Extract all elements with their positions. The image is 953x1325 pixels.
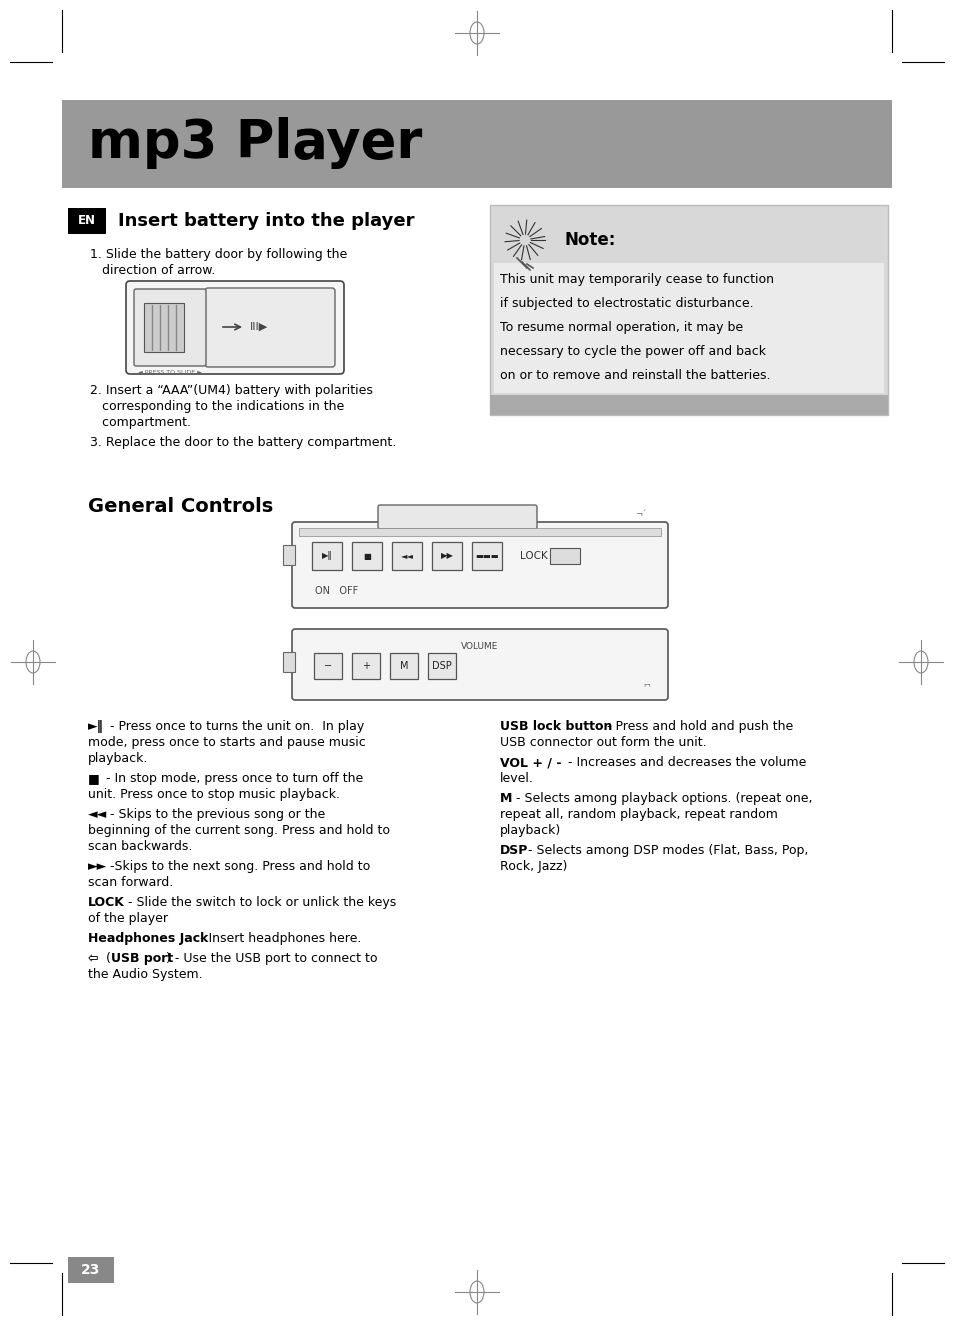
- Text: (: (: [106, 951, 111, 965]
- Text: -Skips to the next song. Press and hold to: -Skips to the next song. Press and hold …: [106, 860, 370, 873]
- Text: - Slide the switch to lock or unlick the keys: - Slide the switch to lock or unlick the…: [124, 896, 395, 909]
- FancyBboxPatch shape: [352, 542, 381, 570]
- Text: beginning of the current song. Press and hold to: beginning of the current song. Press and…: [88, 824, 390, 837]
- Text: - Skips to the previous song or the: - Skips to the previous song or the: [106, 808, 325, 822]
- Text: ■: ■: [363, 551, 371, 560]
- Text: - Press once to turns the unit on.  In play: - Press once to turns the unit on. In pl…: [106, 719, 364, 733]
- Text: This unit may temporarily cease to function: This unit may temporarily cease to funct…: [499, 273, 773, 286]
- FancyBboxPatch shape: [126, 281, 344, 374]
- Text: ►►: ►►: [88, 860, 107, 873]
- Text: mode, press once to starts and pause music: mode, press once to starts and pause mus…: [88, 735, 365, 749]
- Text: ▶‖: ▶‖: [321, 551, 332, 560]
- Text: LOCK: LOCK: [519, 551, 547, 560]
- Text: - Insert headphones here.: - Insert headphones here.: [195, 931, 361, 945]
- FancyBboxPatch shape: [377, 505, 537, 529]
- Text: Rock, Jazz): Rock, Jazz): [499, 860, 567, 873]
- Text: direction of arrow.: direction of arrow.: [90, 264, 215, 277]
- FancyBboxPatch shape: [314, 653, 341, 678]
- Text: necessary to cycle the power off and back: necessary to cycle the power off and bac…: [499, 344, 765, 358]
- Text: ◄ PRESS TO SLIDE ►: ◄ PRESS TO SLIDE ►: [138, 370, 202, 375]
- Text: VOLUME: VOLUME: [461, 643, 498, 651]
- FancyBboxPatch shape: [352, 653, 379, 678]
- Text: 23: 23: [81, 1263, 101, 1277]
- Text: 3. Replace the door to the battery compartment.: 3. Replace the door to the battery compa…: [90, 436, 395, 449]
- Text: ¬´: ¬´: [635, 510, 646, 519]
- Text: compartment.: compartment.: [90, 416, 191, 429]
- Text: III▶: III▶: [250, 322, 268, 333]
- Text: Insert battery into the player: Insert battery into the player: [118, 212, 414, 231]
- Text: LOCK: LOCK: [88, 896, 125, 909]
- Text: ⌜⌝: ⌜⌝: [642, 682, 650, 692]
- Text: VOL + / -: VOL + / -: [499, 757, 565, 768]
- Bar: [494, 262, 883, 394]
- Bar: [283, 545, 294, 564]
- Text: ■: ■: [88, 772, 100, 784]
- Text: USB connector out form the unit.: USB connector out form the unit.: [499, 735, 706, 749]
- Text: Note:: Note:: [564, 231, 616, 249]
- FancyBboxPatch shape: [390, 653, 417, 678]
- Text: repeat all, random playback, repeat random: repeat all, random playback, repeat rand…: [499, 808, 777, 822]
- Text: Headphones Jack: Headphones Jack: [88, 931, 208, 945]
- Text: ▬▬▬: ▬▬▬: [475, 551, 498, 560]
- Text: To resume normal operation, it may be: To resume normal operation, it may be: [499, 321, 742, 334]
- Bar: [490, 205, 887, 415]
- Text: EN: EN: [78, 215, 96, 228]
- Text: ◄◄: ◄◄: [400, 551, 413, 560]
- Text: ▶▶: ▶▶: [440, 551, 453, 560]
- FancyBboxPatch shape: [292, 522, 667, 608]
- Text: mp3 Player: mp3 Player: [88, 117, 422, 170]
- Text: −: −: [324, 661, 332, 670]
- Text: - Increases and decreases the volume: - Increases and decreases the volume: [563, 757, 805, 768]
- Text: of the player: of the player: [88, 912, 168, 925]
- FancyBboxPatch shape: [392, 542, 421, 570]
- FancyBboxPatch shape: [205, 288, 335, 367]
- FancyBboxPatch shape: [292, 629, 667, 700]
- Text: ⇦: ⇦: [88, 951, 107, 965]
- Text: USB lock button: USB lock button: [499, 719, 612, 733]
- Text: ►‖: ►‖: [88, 719, 104, 733]
- Text: ON   OFF: ON OFF: [314, 586, 358, 596]
- Text: 2. Insert a “AAA”(UM4) battery with polarities: 2. Insert a “AAA”(UM4) battery with pola…: [90, 384, 373, 398]
- Text: unit. Press once to stop music playback.: unit. Press once to stop music playback.: [88, 788, 339, 802]
- Bar: [144, 303, 184, 352]
- Text: M: M: [499, 792, 512, 806]
- FancyBboxPatch shape: [312, 542, 341, 570]
- Text: DSP: DSP: [432, 661, 452, 670]
- Text: - Selects among playback options. (repeat one,: - Selects among playback options. (repea…: [512, 792, 812, 806]
- Text: scan backwards.: scan backwards.: [88, 840, 193, 853]
- Text: USB port: USB port: [111, 951, 173, 965]
- Text: if subjected to electrostatic disturbance.: if subjected to electrostatic disturbanc…: [499, 297, 753, 310]
- Text: on or to remove and reinstall the batteries.: on or to remove and reinstall the batter…: [499, 368, 770, 382]
- FancyBboxPatch shape: [432, 542, 461, 570]
- Text: ) - Use the USB port to connect to: ) - Use the USB port to connect to: [166, 951, 377, 965]
- Bar: [283, 652, 294, 672]
- Text: - Press and hold and push the: - Press and hold and push the: [602, 719, 792, 733]
- Text: M: M: [399, 661, 408, 670]
- Text: playback): playback): [499, 824, 560, 837]
- FancyBboxPatch shape: [133, 289, 206, 366]
- Text: 1. Slide the battery door by following the: 1. Slide the battery door by following t…: [90, 248, 347, 261]
- Text: level.: level.: [499, 772, 534, 784]
- Bar: [62, 99, 891, 188]
- Bar: [490, 395, 887, 415]
- Text: - Selects among DSP modes (Flat, Bass, Pop,: - Selects among DSP modes (Flat, Bass, P…: [523, 844, 807, 857]
- Text: +: +: [361, 661, 370, 670]
- Bar: [68, 1257, 113, 1283]
- FancyBboxPatch shape: [428, 653, 456, 678]
- Text: playback.: playback.: [88, 753, 149, 765]
- Text: corresponding to the indications in the: corresponding to the indications in the: [90, 400, 344, 413]
- Bar: [550, 549, 579, 564]
- Text: General Controls: General Controls: [88, 497, 273, 515]
- Bar: [298, 527, 660, 537]
- Bar: [68, 208, 106, 235]
- Text: DSP: DSP: [499, 844, 528, 857]
- Text: - In stop mode, press once to turn off the: - In stop mode, press once to turn off t…: [102, 772, 363, 784]
- Text: scan forward.: scan forward.: [88, 876, 173, 889]
- FancyBboxPatch shape: [472, 542, 501, 570]
- Text: ◄◄: ◄◄: [88, 808, 107, 822]
- Text: the Audio System.: the Audio System.: [88, 969, 202, 980]
